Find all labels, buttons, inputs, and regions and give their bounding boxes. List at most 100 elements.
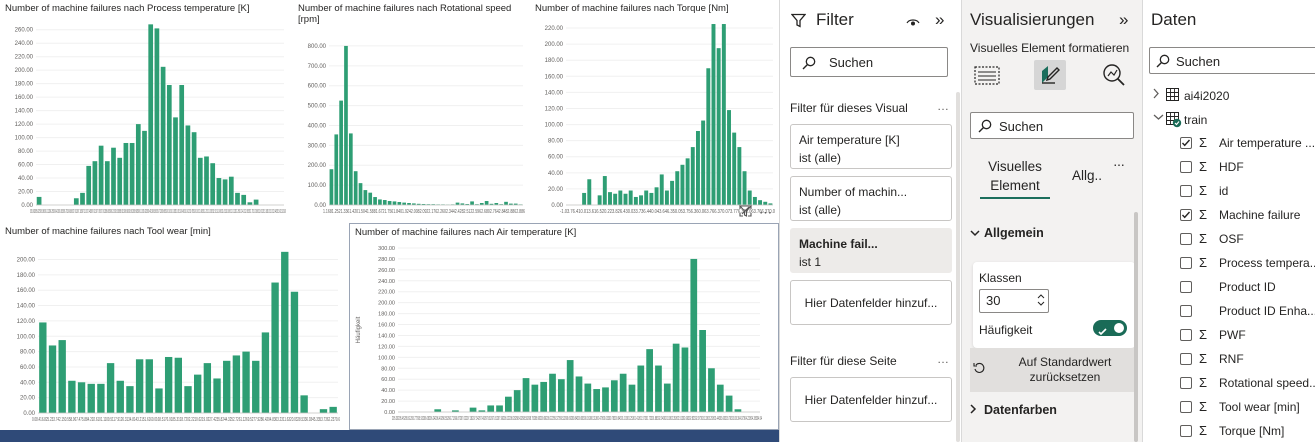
histogram-bar[interactable] — [465, 204, 470, 205]
histogram-bar[interactable] — [185, 125, 191, 205]
histogram-bar[interactable] — [484, 201, 489, 205]
field-row[interactable]: Σ PWF — [1143, 324, 1315, 348]
histogram-bar[interactable] — [87, 383, 95, 413]
checkbox[interactable] — [1180, 329, 1192, 341]
histogram-bar[interactable] — [540, 381, 548, 412]
histogram-bar[interactable] — [434, 409, 442, 412]
histogram-bar[interactable] — [602, 176, 607, 205]
histogram-bar[interactable] — [496, 405, 503, 412]
histogram-bar[interactable] — [513, 390, 521, 412]
histogram-bar[interactable] — [763, 201, 768, 205]
checkbox[interactable] — [1180, 305, 1192, 317]
histogram-bar[interactable] — [675, 171, 680, 205]
histogram-bar[interactable] — [344, 45, 348, 205]
histogram-bar[interactable] — [602, 387, 609, 412]
histogram-bar[interactable] — [242, 351, 250, 413]
reset-to-default-button[interactable]: Auf Standardwert zurücksetzen — [970, 348, 1136, 392]
histogram-bar[interactable] — [681, 347, 689, 412]
histogram-bar[interactable] — [235, 192, 240, 205]
histogram-tool-wear[interactable]: Number of machine failures nach Tool wea… — [0, 223, 348, 430]
checkbox[interactable] — [1180, 233, 1192, 245]
histogram-bar[interactable] — [618, 190, 623, 205]
histogram-bar[interactable] — [358, 183, 363, 205]
histogram-bar[interactable] — [670, 180, 675, 205]
histogram-bar[interactable] — [228, 176, 234, 205]
checkbox-checked[interactable] — [1180, 137, 1192, 149]
histogram-bar[interactable] — [252, 360, 260, 413]
histogram-bar[interactable] — [452, 410, 459, 412]
histogram-bar[interactable] — [184, 386, 192, 413]
format-visual-icon[interactable] — [1034, 60, 1066, 90]
field-row[interactable]: Σ OSF — [1143, 228, 1315, 252]
more-options-icon[interactable]: ⋯ — [759, 205, 773, 220]
histogram-bar[interactable] — [204, 156, 209, 205]
histogram-bar[interactable] — [522, 378, 530, 412]
histogram-bar[interactable] — [241, 194, 247, 205]
viz-search-input[interactable]: Suchen — [970, 112, 1134, 139]
histogram-bar[interactable] — [86, 165, 92, 205]
histogram-bar[interactable] — [610, 380, 618, 412]
tab-visual-element[interactable]: Visuelles Element — [976, 157, 1054, 195]
histogram-bar[interactable] — [504, 201, 508, 205]
histogram-bar[interactable] — [469, 407, 477, 412]
visual-filters-more-icon[interactable]: … — [937, 99, 949, 113]
add-page-fields-drop[interactable]: Hier Datenfelder hinzuf... — [790, 377, 952, 422]
histogram-bar[interactable] — [597, 195, 602, 205]
histogram-bar[interactable] — [659, 174, 664, 205]
histogram-bar[interactable] — [142, 130, 147, 205]
histogram-bar[interactable] — [699, 330, 706, 412]
histogram-bar[interactable] — [363, 190, 368, 205]
histogram-bar[interactable] — [48, 345, 57, 413]
checkbox[interactable] — [1180, 425, 1192, 437]
checkbox[interactable] — [1180, 401, 1192, 413]
checkbox[interactable] — [1180, 257, 1192, 269]
histogram-bar[interactable] — [690, 258, 698, 412]
tab-general[interactable]: Allg.. — [1071, 168, 1102, 183]
histogram-bar[interactable] — [727, 110, 731, 205]
histogram-bar[interactable] — [494, 203, 499, 205]
collapse-pane-icon[interactable]: » — [935, 10, 945, 29]
field-row[interactable]: Product ID — [1143, 276, 1315, 300]
histogram-bar[interactable] — [470, 201, 474, 205]
histogram-bar[interactable] — [685, 158, 690, 205]
histogram-bar[interactable] — [117, 157, 123, 205]
histogram-bar[interactable] — [155, 388, 163, 413]
histogram-bar[interactable] — [397, 202, 402, 205]
chevron-right-icon[interactable] — [1153, 88, 1160, 102]
histogram-bar[interactable] — [752, 196, 757, 205]
histogram-bar[interactable] — [191, 132, 197, 205]
checkbox-checked[interactable] — [1180, 209, 1192, 221]
frequency-toggle[interactable] — [1093, 320, 1127, 336]
histogram-bar[interactable] — [416, 203, 421, 205]
histogram-bar[interactable] — [135, 359, 144, 413]
histogram-bar[interactable] — [613, 193, 618, 205]
histogram-bar[interactable] — [290, 291, 299, 413]
histogram-bar[interactable] — [378, 199, 382, 205]
field-row[interactable]: Σ Rotational speed... — [1143, 372, 1315, 396]
histogram-bar[interactable] — [584, 383, 592, 412]
histogram-bar[interactable] — [582, 192, 587, 205]
histogram-bar[interactable] — [166, 85, 172, 205]
histogram-bar[interactable] — [160, 66, 166, 205]
histogram-bar[interactable] — [197, 157, 203, 205]
klassen-stepper[interactable]: 30 — [979, 289, 1049, 313]
histogram-bar[interactable] — [232, 355, 241, 413]
histogram-bar[interactable] — [716, 384, 724, 412]
histogram-bar[interactable] — [80, 192, 85, 205]
histogram-bar[interactable] — [300, 395, 308, 413]
histogram-bar[interactable] — [77, 382, 86, 413]
viz-scrollbar[interactable] — [1134, 212, 1138, 442]
histogram-process-temperature[interactable]: Number of machine failures nach Process … — [0, 0, 292, 222]
histogram-rotational-speed[interactable]: Number of machine failures nach Rotation… — [293, 0, 529, 222]
filter-card-machine-failure[interactable]: Machine fail... ist 1 — [790, 228, 952, 273]
histogram-bar[interactable] — [173, 117, 178, 205]
checkbox[interactable] — [1180, 353, 1192, 365]
histogram-bar[interactable] — [281, 251, 289, 413]
histogram-bar[interactable] — [711, 24, 716, 205]
histogram-bar[interactable] — [758, 200, 763, 205]
section-general-header[interactable]: Allgemein — [970, 226, 1044, 240]
histogram-bar[interactable] — [644, 190, 649, 205]
histogram-bar[interactable] — [174, 357, 182, 413]
histogram-bar[interactable] — [126, 386, 134, 413]
